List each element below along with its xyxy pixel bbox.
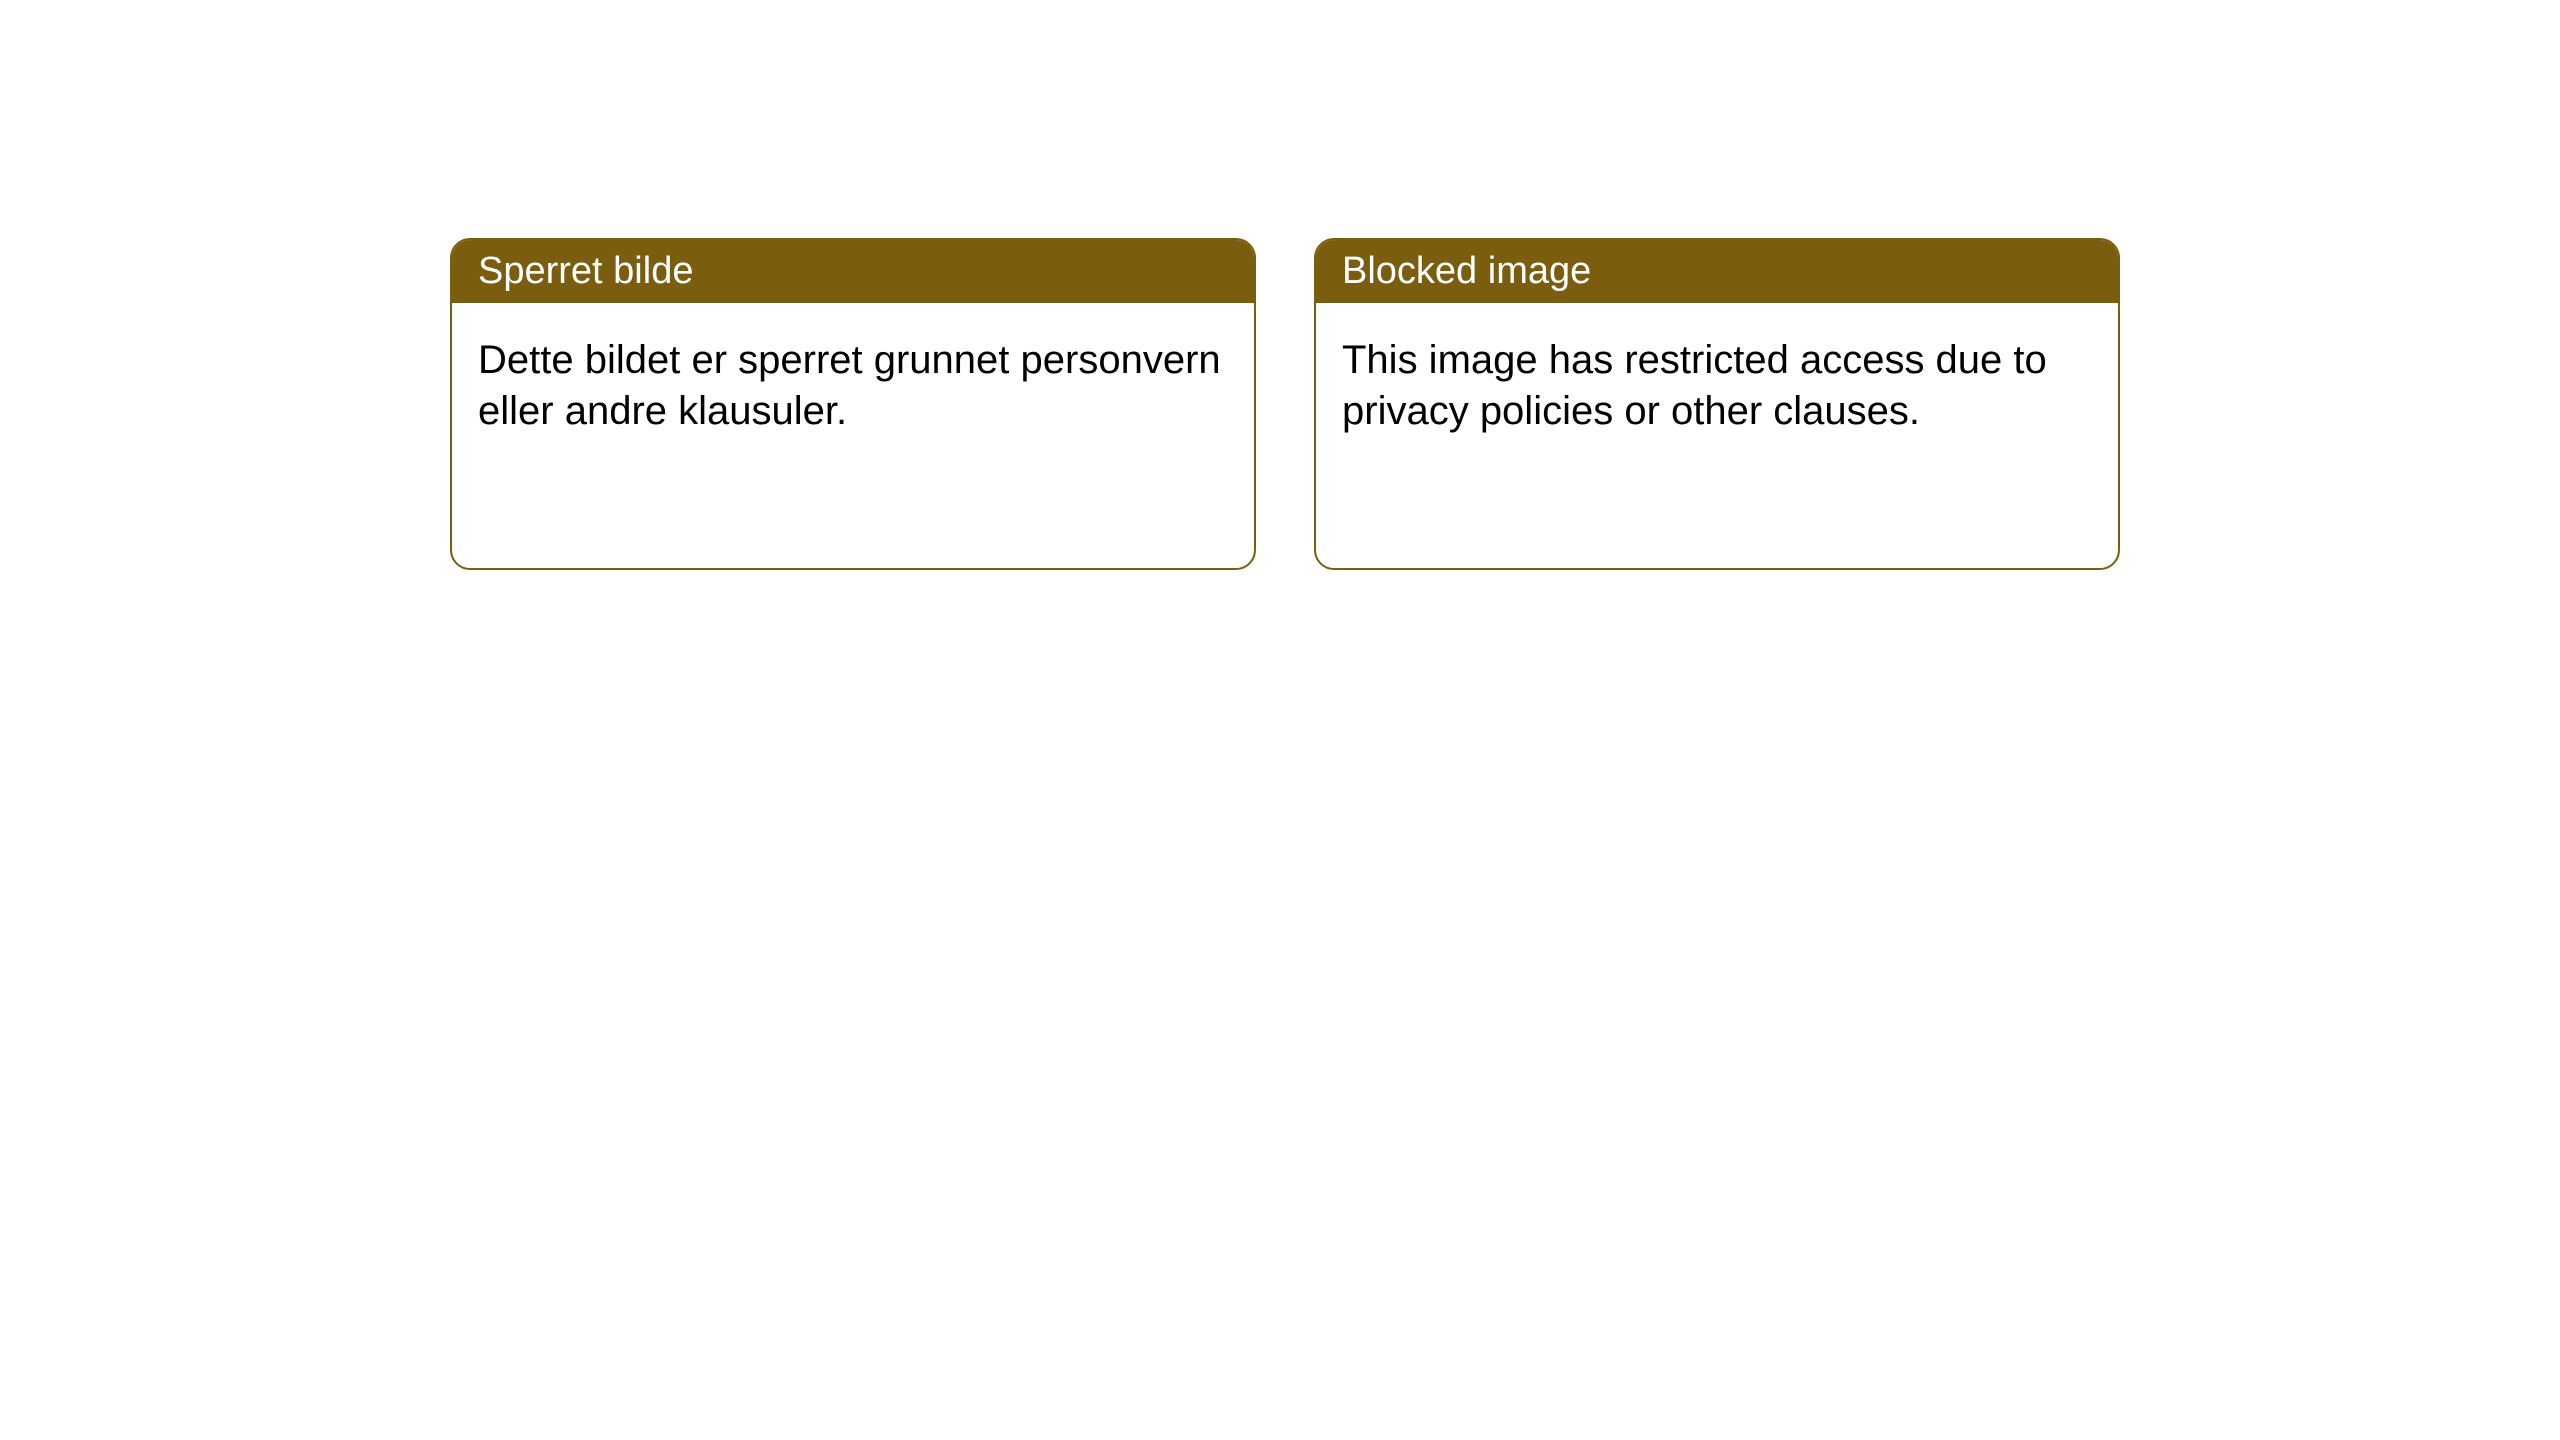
card-body: This image has restricted access due to …	[1316, 303, 2118, 469]
card-body-text: Dette bildet er sperret grunnet personve…	[478, 338, 1221, 433]
card-header: Sperret bilde	[452, 240, 1254, 303]
notice-container: Sperret bilde Dette bildet er sperret gr…	[0, 0, 2560, 570]
card-body-text: This image has restricted access due to …	[1342, 338, 2047, 433]
card-body: Dette bildet er sperret grunnet personve…	[452, 303, 1254, 469]
card-title: Sperret bilde	[478, 250, 693, 292]
notice-card-english: Blocked image This image has restricted …	[1314, 238, 2120, 570]
card-title: Blocked image	[1342, 250, 1591, 292]
notice-card-norwegian: Sperret bilde Dette bildet er sperret gr…	[450, 238, 1256, 570]
card-header: Blocked image	[1316, 240, 2118, 303]
